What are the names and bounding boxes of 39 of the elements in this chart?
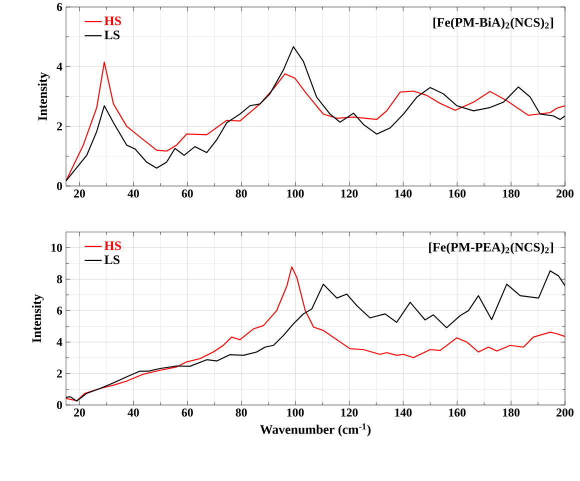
x-tick-label: 40 [128,408,139,417]
y-tick-label: 6 [56,2,62,12]
y-tick-label: 4 [56,338,62,346]
x-tick-label: 60 [182,190,193,198]
y-axis-title: Intensity [32,294,44,343]
x-tick-label: 100 [287,408,304,417]
x-tick-label: 180 [503,408,520,417]
x-tick-label: 60 [182,408,193,417]
y-tick-label: 2 [57,370,62,378]
annotation: [Fe(PM-BiA)$_{2}$(NCS)$_{2}$] [433,18,554,30]
y-tick-label: 6 [56,306,62,315]
x-tick-label: 20 [74,408,85,417]
x-tick-label: 40 [128,190,139,198]
x-tick-label: 160 [449,190,466,198]
x-tick-label: 100 [287,190,304,198]
y-tick-label: 2 [57,122,62,130]
legend-label: HS [104,241,121,250]
annotation: [Fe(PM-PEA)$_{2}$(NCS)$_{2}$] [429,242,554,254]
y-axis-title: Intensity [38,72,50,121]
y-tick-label: 4 [56,62,62,71]
legend-label: LS [104,255,120,264]
x-tick-label: 180 [503,190,520,198]
x-tick-label: 140 [395,408,412,417]
x-tick-label: 160 [449,408,466,417]
legend-label: LS [104,30,120,40]
y-tick-label: 8 [56,275,62,284]
y-tick-label: 0 [56,182,62,190]
x-axis-title: Wavenumber (cm$^{-1}$) [260,423,371,436]
x-tick-label: 120 [341,190,358,198]
x-tick-label: 20 [74,190,86,198]
y-tick-label: 10 [51,244,62,252]
x-tick-label: 200 [556,190,574,198]
y-tick-label: 0 [56,400,62,410]
x-tick-label: 80 [236,408,247,417]
x-tick-label: 200 [556,408,574,417]
legend-label: HS [104,16,121,26]
x-tick-label: 140 [395,190,412,198]
x-tick-label: 120 [341,408,358,417]
x-tick-label: 80 [236,190,247,198]
